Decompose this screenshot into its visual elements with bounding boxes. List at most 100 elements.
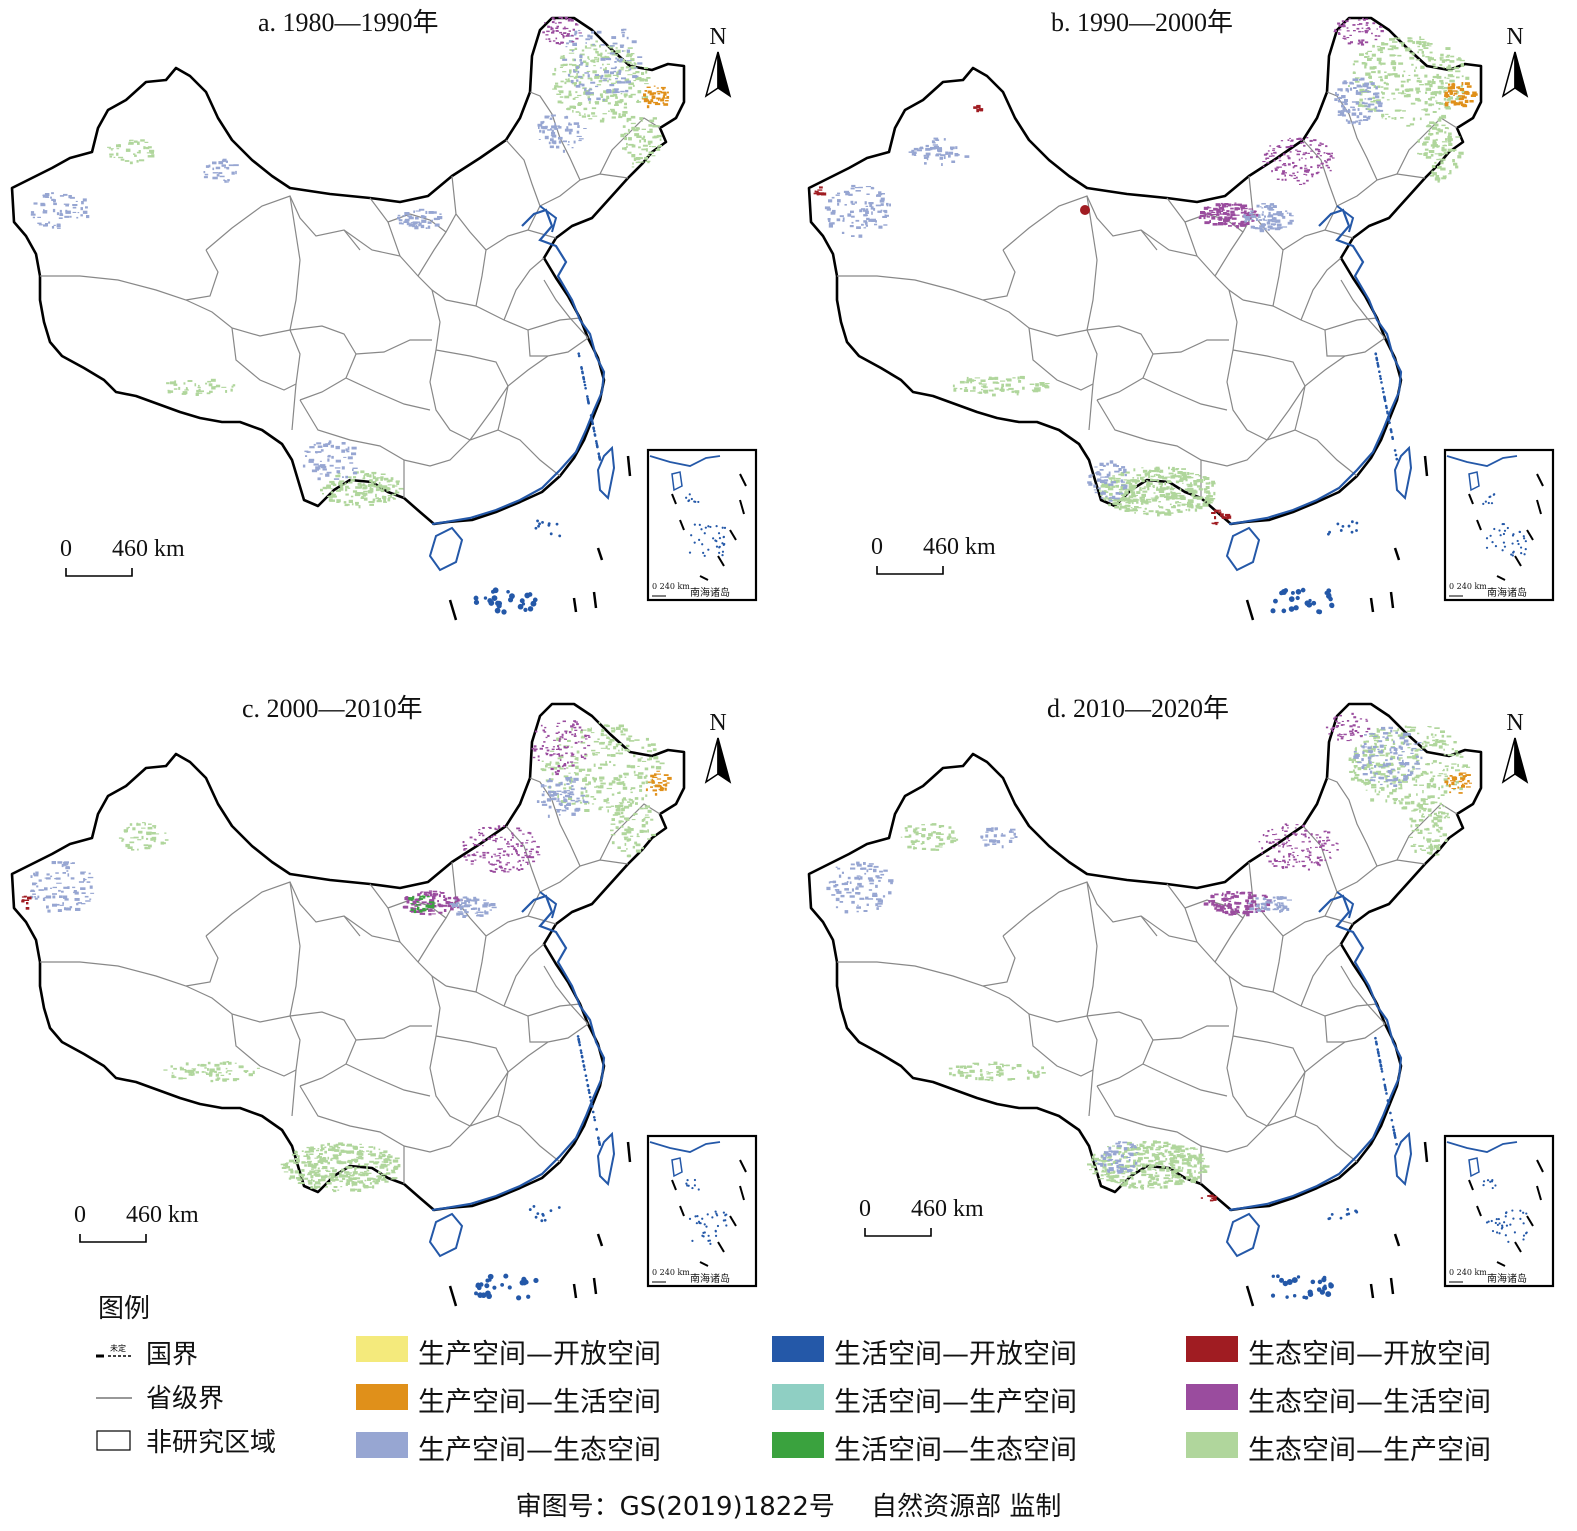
land-change-patch — [294, 1171, 299, 1173]
land-change-patch — [290, 1170, 294, 1174]
land-change-patch — [558, 782, 561, 784]
island-dot — [1378, 370, 1381, 374]
island-dot — [1489, 495, 1492, 498]
land-change-patch — [428, 901, 435, 904]
land-change-patch — [1172, 468, 1176, 472]
land-change-patch — [334, 1176, 339, 1179]
island-dot — [1374, 1040, 1378, 1044]
land-change-patch — [568, 793, 575, 796]
land-change-patch — [429, 899, 435, 902]
land-change-patch — [368, 501, 373, 504]
land-change-patch — [1149, 499, 1152, 501]
land-change-patch — [610, 805, 615, 807]
land-change-patch — [470, 908, 476, 910]
land-change-patch — [1374, 106, 1378, 109]
land-change-patch — [573, 105, 576, 109]
land-change-patch — [192, 1069, 196, 1072]
land-change-patch — [294, 1158, 299, 1160]
land-change-patch — [382, 486, 387, 490]
land-change-patch — [291, 1153, 294, 1156]
land-change-patch — [556, 809, 560, 813]
land-change-patch — [813, 192, 819, 195]
land-change-patch — [1211, 522, 1217, 524]
land-change-patch — [557, 770, 560, 773]
land-change-patch — [1292, 172, 1295, 175]
land-change-patch — [187, 380, 193, 382]
land-change-patch — [612, 42, 618, 45]
land-change-patch — [1354, 766, 1357, 769]
land-change-patch — [1300, 138, 1304, 141]
land-change-patch — [600, 44, 606, 46]
land-change-patch — [391, 1172, 396, 1174]
land-change-patch — [616, 71, 619, 76]
land-change-patch — [1106, 473, 1111, 477]
scale-distance-label: 460 km — [112, 536, 185, 562]
land-change-patch — [148, 823, 152, 825]
island-dot — [1522, 535, 1525, 538]
land-change-patch — [661, 91, 667, 93]
land-change-patch — [503, 870, 506, 873]
land-change-patch — [615, 808, 621, 812]
land-change-patch — [64, 907, 67, 911]
land-change-patch — [587, 56, 590, 59]
land-change-patch — [1157, 511, 1162, 515]
land-change-patch — [205, 382, 208, 385]
island-dot — [478, 1293, 483, 1298]
land-change-patch — [558, 21, 562, 24]
land-change-patch — [1113, 498, 1119, 502]
land-change-patch — [1115, 477, 1121, 480]
land-change-patch — [349, 1161, 353, 1165]
land-change-patch — [546, 30, 550, 33]
land-change-patch — [649, 128, 653, 131]
land-change-patch — [218, 1072, 222, 1074]
land-change-patch — [1173, 493, 1178, 496]
land-change-patch — [1131, 501, 1134, 505]
island-dot — [688, 551, 692, 554]
land-change-patch — [495, 840, 497, 843]
land-change-patch — [653, 85, 656, 87]
island-dot — [590, 1102, 593, 1105]
land-change-patch — [579, 54, 583, 58]
land-change-patch — [1393, 47, 1397, 50]
land-change-patch — [136, 151, 141, 154]
land-change-patch — [557, 745, 560, 748]
land-change-patch — [1370, 767, 1374, 770]
land-change-patch — [1167, 510, 1171, 514]
land-change-patch — [1366, 90, 1372, 93]
land-change-patch — [1363, 740, 1366, 744]
land-change-patch — [1113, 463, 1117, 467]
land-change-patch — [627, 827, 631, 829]
land-change-patch — [479, 914, 484, 917]
land-change-patch — [461, 902, 465, 904]
land-change-patch — [567, 739, 571, 742]
land-change-patch — [65, 210, 71, 214]
land-change-patch — [463, 855, 466, 858]
land-change-patch — [568, 786, 572, 790]
land-change-patch — [1365, 28, 1369, 30]
land-change-patch — [1442, 175, 1446, 179]
island-dot — [1387, 418, 1391, 421]
land-change-patch — [1316, 164, 1321, 167]
land-change-patch — [1306, 169, 1310, 172]
land-change-patch — [500, 867, 504, 869]
land-change-patch — [1124, 474, 1127, 477]
land-change-patch — [331, 482, 335, 485]
inset-boundary — [679, 1205, 685, 1217]
land-change-patch — [1333, 30, 1336, 33]
land-change-patch — [224, 180, 227, 183]
land-change-patch — [338, 1174, 344, 1178]
land-change-patch — [1088, 482, 1093, 486]
provincial-border — [1152, 1025, 1229, 1041]
land-change-patch — [566, 783, 570, 785]
land-change-patch — [585, 38, 590, 41]
land-change-patch — [640, 157, 643, 160]
land-change-patch — [655, 760, 660, 763]
land-change-patch — [517, 861, 519, 863]
land-change-patch — [1211, 211, 1216, 213]
land-change-patch — [43, 224, 48, 227]
land-change-patch — [1459, 787, 1463, 791]
land-change-patch — [70, 862, 74, 864]
provincial-border — [1140, 915, 1244, 987]
land-change-patch — [1189, 487, 1194, 491]
land-change-patch — [1393, 799, 1397, 802]
